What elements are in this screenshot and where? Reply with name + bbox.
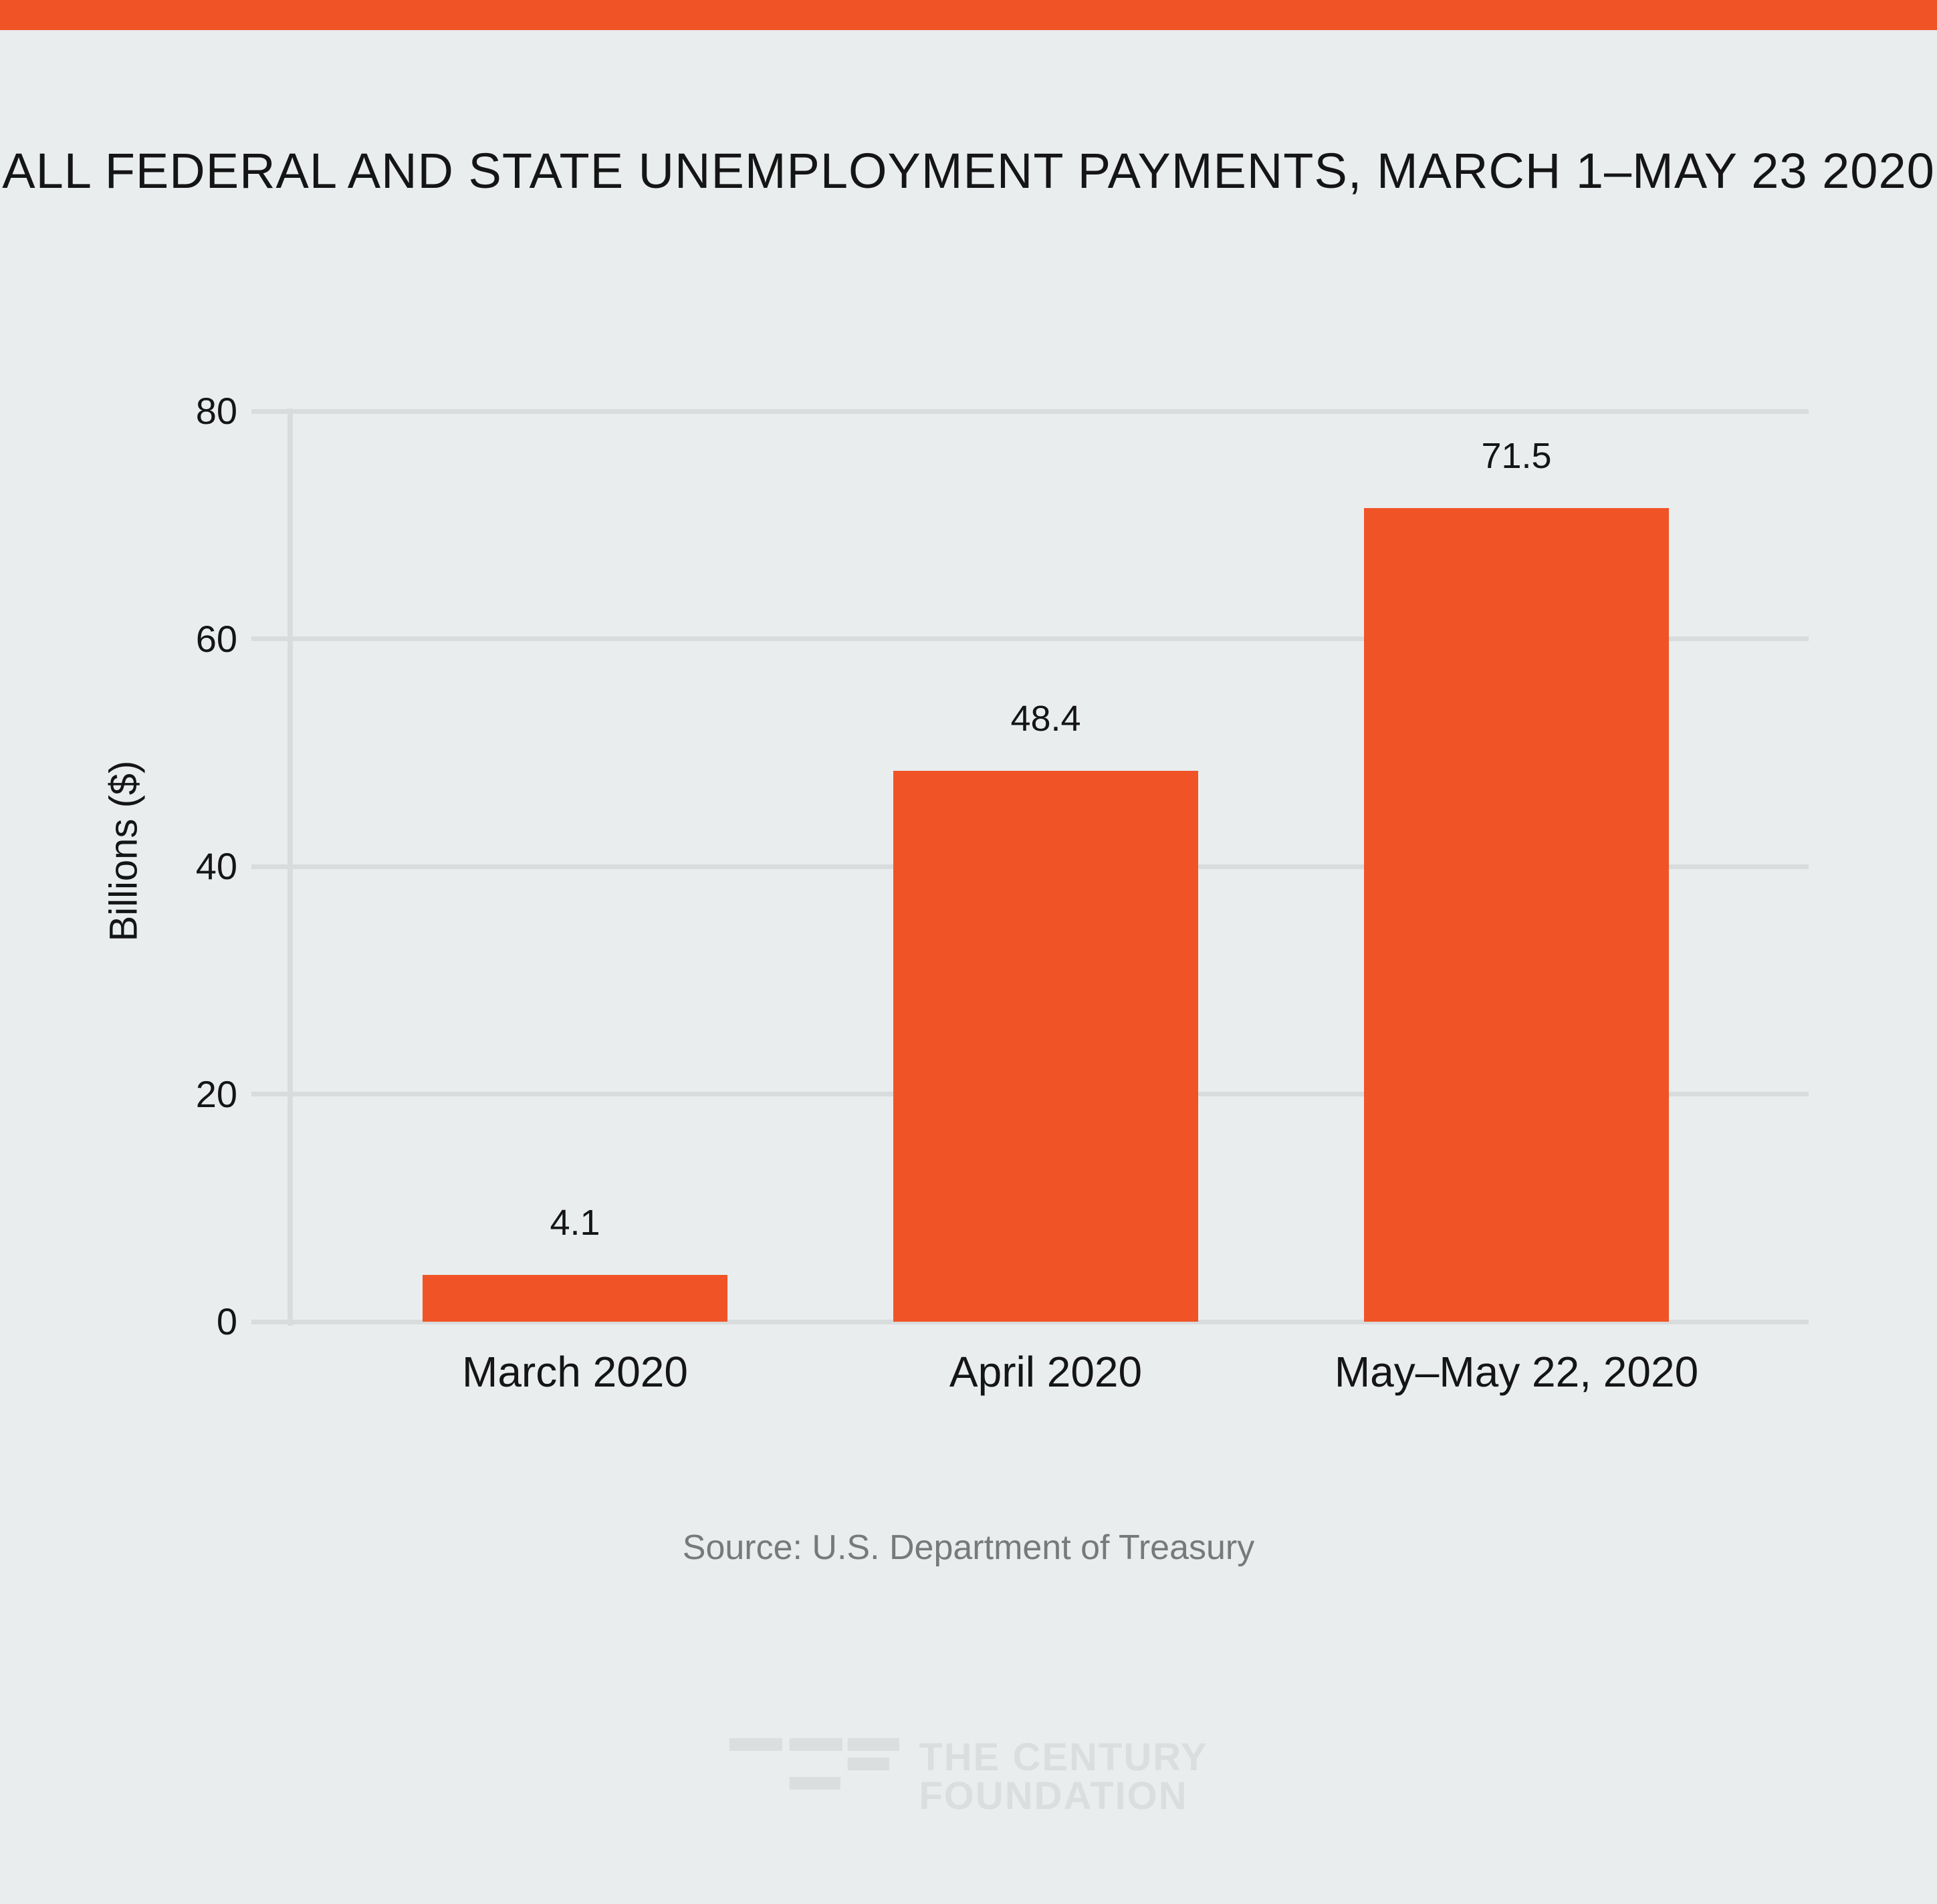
y-tick-label-40: 40 bbox=[195, 845, 237, 887]
y-tick-label-0: 0 bbox=[216, 1300, 237, 1342]
y-tick-label-20: 20 bbox=[195, 1072, 237, 1115]
logo-dash bbox=[729, 1738, 782, 1751]
bar-value-label-2: 48.4 bbox=[1010, 698, 1081, 739]
top-accent-bar bbox=[0, 0, 1937, 30]
logo-text-line1: THE CENTURY bbox=[919, 1736, 1208, 1779]
century-foundation-logo: THE CENTURY FOUNDATION bbox=[729, 1738, 1208, 1816]
logo-dash bbox=[847, 1738, 899, 1751]
century-foundation-logo-mark-icon bbox=[729, 1738, 899, 1790]
y-tick-label-60: 60 bbox=[195, 617, 237, 660]
bar-value-label-1: 4.1 bbox=[550, 1203, 600, 1243]
bar-3 bbox=[1364, 507, 1669, 1322]
source-text: Source: U.S. Department of Treasury bbox=[682, 1528, 1255, 1567]
bar-category-label-1: March 2020 bbox=[462, 1348, 688, 1396]
y-axis-line bbox=[288, 408, 293, 1326]
y-tick-label-80: 80 bbox=[195, 390, 237, 432]
gridline-y-80 bbox=[251, 408, 1809, 414]
gridline-y-0 bbox=[251, 1319, 1809, 1324]
logo-text-line2: FOUNDATION bbox=[919, 1774, 1188, 1818]
bar-1 bbox=[423, 1275, 727, 1322]
gridline-y-60 bbox=[251, 636, 1809, 641]
bar-value-label-3: 71.5 bbox=[1481, 435, 1552, 476]
bar-2 bbox=[893, 770, 1198, 1322]
bar-category-label-3: May–May 22, 2020 bbox=[1334, 1348, 1699, 1396]
logo-dash bbox=[789, 1738, 842, 1751]
logo-dash bbox=[847, 1758, 889, 1770]
logo-text: THE CENTURY FOUNDATION bbox=[919, 1738, 1208, 1816]
page-title: ALL FEDERAL AND STATE UNEMPLOYMENT PAYME… bbox=[2, 143, 1935, 199]
logo-dash bbox=[789, 1777, 840, 1790]
bar-category-label-2: April 2020 bbox=[949, 1348, 1143, 1396]
